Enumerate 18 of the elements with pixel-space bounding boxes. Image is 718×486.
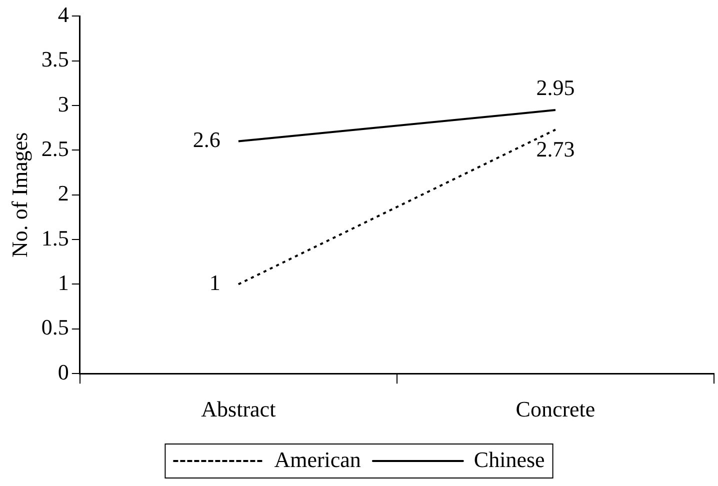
y-axis-title: No. of Images xyxy=(6,132,32,258)
y-tick-label: 1 xyxy=(58,270,69,296)
y-tick-label: 0.5 xyxy=(41,314,69,340)
x-tick-label: Concrete xyxy=(516,396,596,422)
y-tick-label: 3 xyxy=(58,91,69,116)
y-tick-label: 2.5 xyxy=(41,136,69,162)
x-tick-label: Abstract xyxy=(201,396,276,422)
y-tick-label: 0 xyxy=(58,359,69,384)
y-tick-label: 3.5 xyxy=(41,46,69,72)
y-tick-label: 1.5 xyxy=(41,225,69,250)
legend-label: American xyxy=(274,446,361,472)
y-tick-label: 2 xyxy=(58,180,69,206)
legend-label: Chinese xyxy=(474,446,545,472)
data-label: 2.6 xyxy=(192,127,220,152)
y-tick-label: 4 xyxy=(58,2,69,27)
data-label: 1 xyxy=(209,270,220,296)
data-label: 2.95 xyxy=(536,74,575,100)
data-label: 2.73 xyxy=(536,136,575,162)
